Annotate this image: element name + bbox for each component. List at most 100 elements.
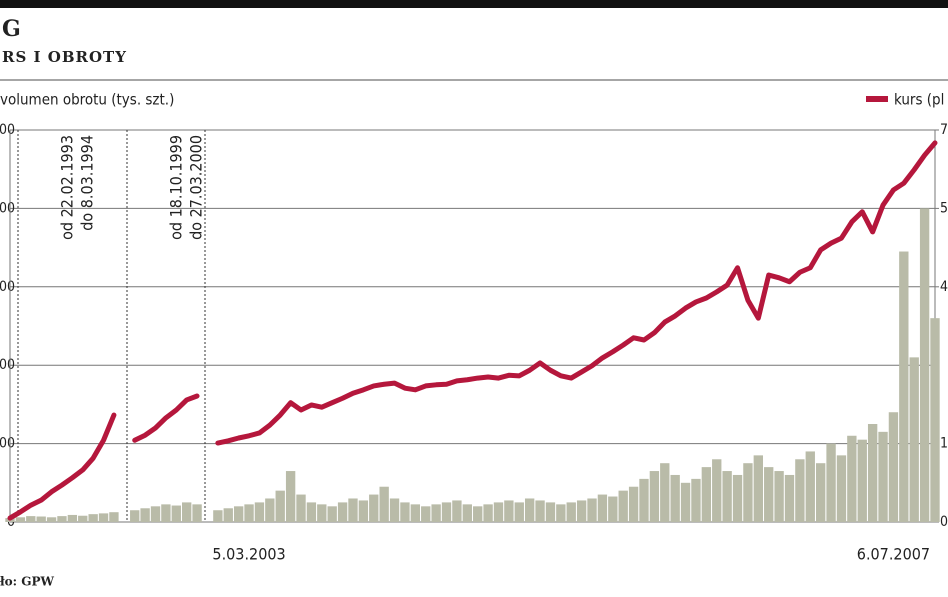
bar <box>130 510 140 522</box>
bar <box>680 482 691 522</box>
bar <box>462 504 472 522</box>
bar <box>327 506 337 522</box>
bar <box>597 494 608 522</box>
bar <box>722 471 732 522</box>
bar <box>161 504 171 522</box>
bar <box>649 471 660 522</box>
bar <box>774 471 784 522</box>
bar <box>182 502 192 522</box>
bar <box>743 463 753 522</box>
bar <box>909 357 919 522</box>
bar <box>660 463 670 522</box>
bar <box>171 505 181 522</box>
bar <box>400 502 410 522</box>
bar <box>78 515 88 522</box>
y2-tick-label: 1 <box>940 436 948 452</box>
bar <box>421 506 431 522</box>
bar <box>441 502 452 522</box>
legend-label: kurs (pl <box>894 91 944 109</box>
bar <box>805 451 815 522</box>
bar <box>337 502 348 522</box>
bar <box>566 502 576 522</box>
y-tick-label: 00 <box>0 200 15 216</box>
bar <box>431 504 441 522</box>
bar <box>98 513 109 522</box>
bar <box>878 431 888 522</box>
bar <box>57 516 67 522</box>
bar <box>285 471 296 522</box>
bar <box>223 508 233 522</box>
bar <box>836 455 847 522</box>
bar <box>867 424 878 522</box>
y2-tick-label: 7 <box>940 122 948 138</box>
bar <box>712 459 722 522</box>
bar <box>213 510 223 522</box>
bar <box>524 498 535 522</box>
chart-subtitle: RS I OBROTY <box>2 48 127 66</box>
bar <box>296 494 306 522</box>
bar <box>109 512 119 522</box>
y-tick-label: 00 <box>0 122 15 138</box>
bar <box>587 498 597 522</box>
bar <box>888 412 899 522</box>
bar <box>140 508 150 522</box>
bar <box>899 251 909 522</box>
bar <box>556 504 566 522</box>
bar <box>233 506 244 522</box>
bar <box>857 439 867 522</box>
bar <box>36 516 46 522</box>
bar <box>784 474 795 522</box>
bar <box>369 494 379 522</box>
bar <box>88 514 98 522</box>
bar <box>628 486 639 522</box>
bar <box>26 516 36 522</box>
bar <box>192 504 202 522</box>
bar <box>348 498 358 522</box>
bar <box>815 463 826 522</box>
bar <box>504 500 514 522</box>
bar <box>254 502 265 522</box>
bar <box>306 502 317 522</box>
bar <box>576 500 587 522</box>
bar <box>358 500 369 522</box>
y2-tick-label: 5 <box>940 200 948 216</box>
bar <box>826 443 836 522</box>
price-line <box>215 140 938 446</box>
bar <box>317 504 327 522</box>
y-tick-label: 00 <box>0 279 15 295</box>
bar <box>930 318 940 522</box>
bar <box>618 490 628 522</box>
source: ło: GPW <box>0 575 55 589</box>
bar <box>764 467 774 522</box>
bar <box>67 514 78 522</box>
bar <box>535 500 545 522</box>
x-tick-label: 6.07.2007 <box>857 545 930 564</box>
price-line <box>7 412 117 521</box>
bar <box>410 504 421 522</box>
bar <box>389 498 400 522</box>
bar <box>919 208 930 522</box>
bar <box>483 504 493 522</box>
bar <box>379 486 389 522</box>
annotation: od 22.02.1993 <box>58 135 77 240</box>
bar <box>732 474 743 522</box>
y-tick-label: 00 <box>0 436 15 452</box>
bar <box>670 474 680 522</box>
bar <box>493 502 504 522</box>
annotation: do 27.03.2000 <box>187 135 206 240</box>
bar <box>795 459 805 522</box>
chart-title: G <box>2 16 21 42</box>
bar <box>15 517 26 522</box>
bar <box>473 506 483 522</box>
bar <box>753 455 763 522</box>
annotation: do 8.03.1994 <box>78 135 97 231</box>
bar <box>514 502 524 522</box>
bar <box>275 490 285 522</box>
y2-tick-label: 4 <box>940 279 948 295</box>
bar <box>244 504 254 522</box>
y2-tick-label: 0 <box>940 514 948 530</box>
bar <box>608 496 618 522</box>
x-tick-label: 5.03.2003 <box>212 545 285 564</box>
